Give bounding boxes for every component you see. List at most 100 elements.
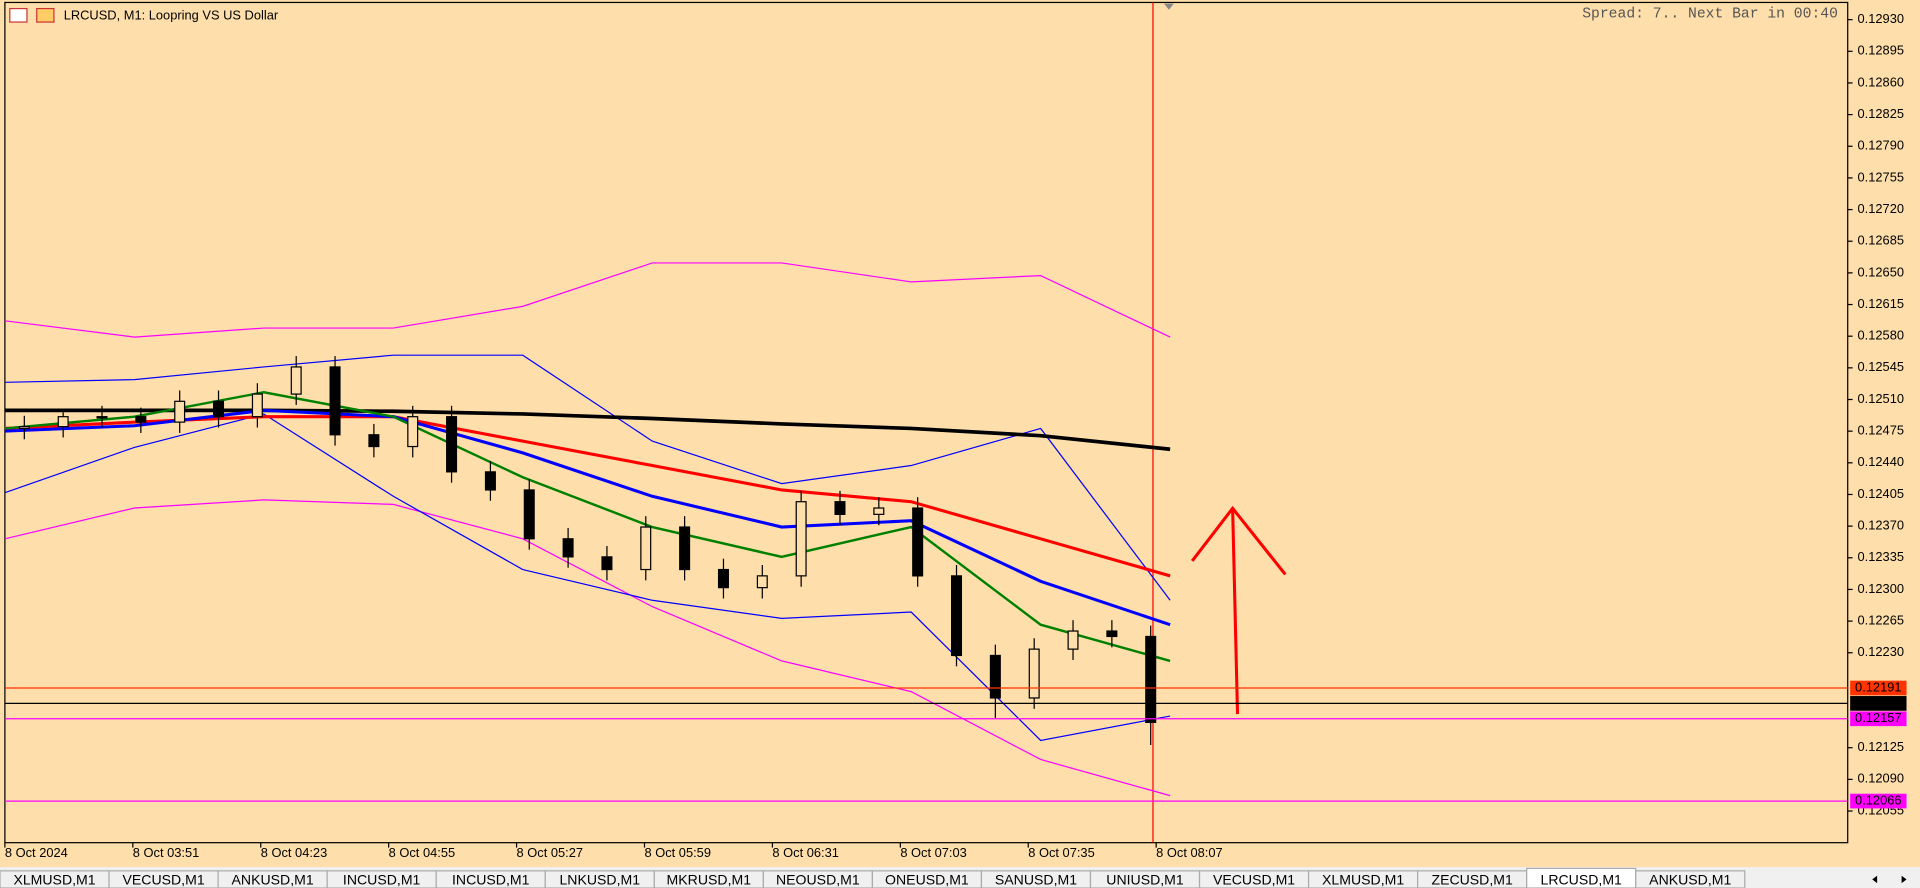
y-tick-label: 0.12685: [1858, 233, 1904, 248]
y-tick-label: 0.12300: [1858, 581, 1904, 596]
chart-title: LRCUSD, M1: Loopring VS US Dollar: [64, 7, 279, 22]
tab[interactable]: ZECUSD,M1: [1417, 870, 1528, 888]
price-label-box: [1850, 696, 1907, 711]
scroll-right[interactable]: [1901, 875, 1907, 884]
tab-label[interactable]: LRCUSD,M1: [1541, 871, 1623, 887]
y-tick-label: 0.12510: [1858, 391, 1904, 406]
tab-label[interactable]: MKRUSD,M1: [667, 871, 752, 887]
y-tick-label: 0.12755: [1858, 169, 1904, 184]
tab-label[interactable]: INCUSD,M1: [452, 871, 530, 887]
price-label: 0.12191: [1855, 679, 1901, 694]
tab-label[interactable]: LNKUSD,M1: [559, 871, 640, 887]
tab[interactable]: INCUSD,M1: [435, 870, 546, 888]
tab[interactable]: MKRUSD,M1: [653, 870, 764, 888]
x-tick-label: 8 Oct 05:27: [517, 845, 583, 860]
x-tick-label: 8 Oct 2024: [5, 845, 68, 860]
tab-label[interactable]: ONEUSD,M1: [885, 871, 969, 887]
arrow-head: [1190, 505, 1287, 576]
candle-body: [717, 568, 729, 589]
candle-body: [950, 575, 963, 657]
y-tick-label: 0.12440: [1858, 454, 1904, 469]
x-tick-label: 8 Oct 04:55: [389, 845, 455, 860]
tab-label[interactable]: UNIUSD,M1: [1106, 871, 1184, 887]
candle-body: [96, 416, 108, 419]
x-tick-label: 8 Oct 06:31: [772, 845, 838, 860]
y-tick-label: 0.12930: [1858, 11, 1904, 26]
tab-label[interactable]: NEOUSD,M1: [776, 871, 860, 887]
price-label-box: [1850, 711, 1907, 727]
tab[interactable]: ANKUSD,M1: [1635, 870, 1746, 888]
candle-body: [18, 426, 30, 430]
candle-body: [989, 654, 1001, 699]
tab-label[interactable]: ANKUSD,M1: [232, 871, 314, 887]
tab-label[interactable]: ANKUSD,M1: [1649, 871, 1731, 887]
x-tick-label: 8 Oct 07:03: [900, 845, 966, 860]
tab[interactable]: NEOUSD,M1: [762, 870, 874, 888]
tab[interactable]: INCUSD,M1: [326, 870, 437, 888]
indicator-line: [4, 413, 1171, 742]
y-tick-label: 0.12615: [1858, 296, 1904, 311]
candle-body: [407, 416, 419, 448]
candle-body: [446, 416, 458, 473]
plot-frame: [4, 1, 1849, 844]
title-icons: [9, 7, 55, 23]
tab-label[interactable]: XLMUSD,M1: [13, 871, 95, 887]
candle-body: [523, 489, 535, 540]
price-label-box: [1850, 680, 1907, 696]
y-tick-label: 0.12125: [1858, 739, 1904, 754]
candle-body: [679, 526, 691, 571]
tab-label[interactable]: XLMUSD,M1: [1322, 871, 1404, 887]
candle-body: [1145, 635, 1157, 724]
tab[interactable]: LNKUSD,M1: [544, 870, 655, 888]
y-tick-label: 0.12475: [1858, 423, 1904, 438]
shift-marker: [1164, 3, 1174, 10]
y-tick-label: 0.12335: [1858, 549, 1904, 564]
indicator-line: [4, 262, 1171, 338]
tab-label[interactable]: VECUSD,M1: [122, 871, 204, 887]
candle-body: [795, 501, 807, 577]
y-tick-label: 0.12090: [1858, 771, 1904, 786]
tab[interactable]: VECUSD,M1: [108, 870, 219, 888]
icon: [9, 7, 28, 23]
tab[interactable]: UNIUSD,M1: [1089, 870, 1201, 888]
candle-body: [601, 556, 613, 571]
candle-body: [1028, 648, 1040, 699]
tab[interactable]: SANUSD,M1: [980, 870, 1092, 888]
icon: [36, 7, 55, 23]
tab[interactable]: XLMUSD,M1: [1307, 870, 1419, 888]
tab-label[interactable]: VECUSD,M1: [1213, 871, 1295, 887]
chart-background: [0, 0, 1920, 868]
y-tick-label: 0.12545: [1858, 359, 1904, 374]
y-tick-label: 0.12825: [1858, 106, 1904, 121]
y-tick-label: 0.12650: [1858, 264, 1904, 279]
candle-body: [1067, 630, 1079, 650]
x-tick-label: 8 Oct 05:59: [644, 845, 710, 860]
candle-body: [368, 434, 380, 448]
indicator-line: [4, 354, 1171, 601]
y-tick-label: 0.12230: [1858, 644, 1904, 659]
scroll-left[interactable]: [1872, 875, 1878, 884]
tab[interactable]: VECUSD,M1: [1198, 870, 1310, 888]
arrow-annotation: [1190, 505, 1287, 715]
tab-label[interactable]: ZECUSD,M1: [1431, 871, 1513, 887]
price-label: 0.12174: [1855, 695, 1901, 710]
indicator-line: [4, 391, 1171, 663]
tab-label[interactable]: INCUSD,M1: [343, 871, 421, 887]
tab-background[interactable]: [1635, 870, 1746, 888]
tab[interactable]: ONEUSD,M1: [871, 870, 983, 888]
y-tick-label: 0.12580: [1858, 328, 1904, 343]
tab[interactable]: XLMUSD,M1: [0, 870, 110, 888]
y-tick-label: 0.12370: [1858, 518, 1904, 533]
candle-body: [562, 538, 574, 558]
tab-label[interactable]: SANUSD,M1: [995, 871, 1077, 887]
candle-body: [251, 393, 263, 418]
x-tick-label: 8 Oct 07:35: [1028, 845, 1094, 860]
x-tick-label: 8 Oct 03:51: [133, 845, 199, 860]
indicator-line: [4, 408, 1171, 452]
candle-body: [213, 400, 225, 418]
x-tick-label: 8 Oct 08:07: [1156, 845, 1222, 860]
tab[interactable]: ANKUSD,M1: [217, 870, 328, 888]
tab[interactable]: LRCUSD,M1: [1526, 867, 1637, 888]
